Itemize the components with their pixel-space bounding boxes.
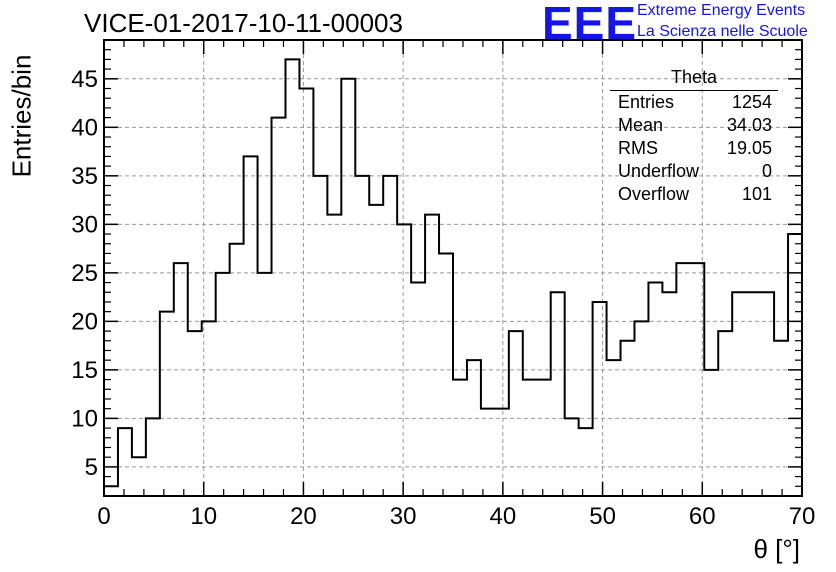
chart-title: VICE-01-2017-10-11-00003 [84, 8, 403, 38]
y-axis-label: Entries/bin [6, 54, 37, 178]
stats-row-rms: RMS 19.05 [610, 137, 778, 160]
x-tick-label: 20 [290, 503, 317, 530]
histogram-outline [104, 58, 802, 488]
x-tick-label: 70 [789, 503, 816, 530]
stats-value: 34.03 [726, 115, 772, 135]
stats-row-mean: Mean 34.03 [610, 114, 778, 137]
y-tick-label: 5 [85, 454, 98, 481]
y-tick-label: 10 [71, 405, 98, 432]
grid-lines [104, 40, 802, 496]
x-tick-label: 0 [97, 503, 110, 530]
stats-value: 1254 [731, 92, 772, 112]
y-tick-label: 35 [71, 163, 98, 190]
eee-logo: EEE [542, 0, 638, 49]
x-axis-label: θ [°] [753, 534, 800, 564]
y-tick-label: 25 [71, 260, 98, 287]
y-tick-label: 15 [71, 357, 98, 384]
stats-box: Theta Entries 1254 Mean 34.03 RMS 19.05 Und… [610, 66, 778, 206]
logo-line-1: Extreme Energy Events [637, 2, 806, 19]
stats-label: Overflow [618, 184, 690, 204]
y-tick-label: 40 [71, 114, 98, 141]
plot-frame [103, 39, 803, 497]
y-tick-label: 45 [71, 66, 98, 93]
x-tick-label: 40 [490, 503, 517, 530]
stats-label: Underflow [618, 161, 700, 181]
y-tick-label: 30 [71, 211, 98, 238]
stats-row-underflow: Underflow 0 [610, 160, 778, 183]
tick-labels: 0 10 20 30 40 50 60 70 5 10 15 20 25 30 35 40 45 [71, 66, 815, 530]
stats-label: Entries [618, 92, 675, 112]
x-tick-label: 50 [589, 503, 616, 530]
x-tick-label: 10 [190, 503, 217, 530]
y-tick-label: 20 [71, 308, 98, 335]
x-tick-label: 60 [689, 503, 716, 530]
stats-title: Theta [610, 66, 778, 91]
stats-row-overflow: Overflow 101 [610, 183, 778, 206]
stats-label: Mean [618, 115, 664, 135]
x-tick-label: 30 [390, 503, 417, 530]
logo-line-2: La Scienza nelle Scuole [637, 23, 808, 40]
stats-row-entries: Entries 1254 [610, 91, 778, 114]
stats-label: RMS [618, 138, 658, 158]
stats-value: 19.05 [726, 138, 772, 158]
stats-value: 101 [741, 184, 772, 204]
stats-value: 0 [761, 161, 772, 181]
